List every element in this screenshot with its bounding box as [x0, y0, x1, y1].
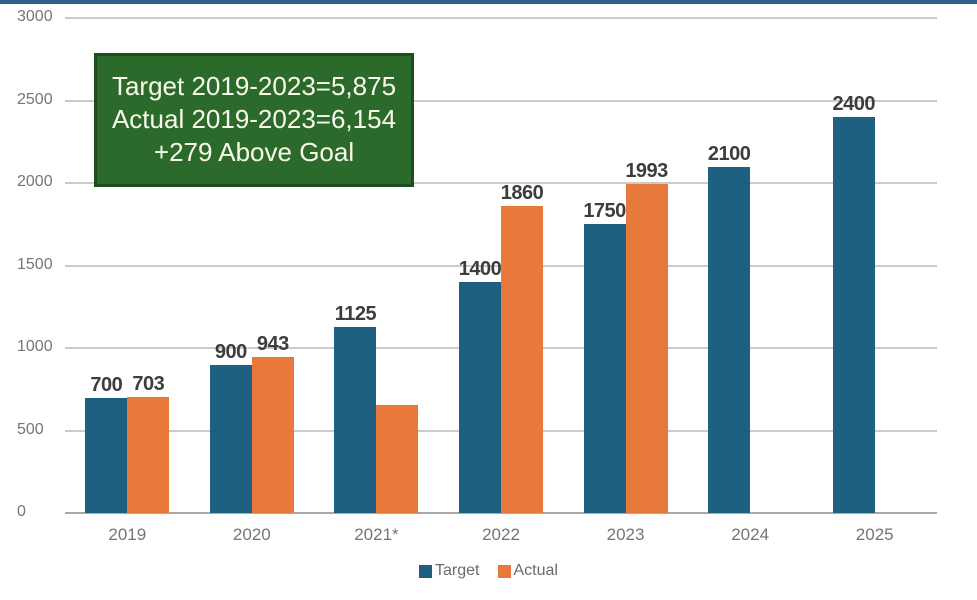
x-axis-tick-label: 2019 [108, 525, 147, 544]
x-axis-baseline [65, 512, 937, 514]
legend-label-actual: Actual [513, 562, 558, 579]
actual-bar-2021 [376, 404, 419, 513]
target-bar-2025 [832, 117, 875, 513]
annotation-box: Target 2019-2023=5,875 Actual 2019-2023=… [94, 53, 414, 187]
y-axis-tick-label: 2000 [17, 173, 53, 190]
actual-bar-2019 [127, 397, 170, 513]
y-axis-tick-label: 3000 [17, 8, 53, 25]
actual-swatch-icon [497, 564, 511, 578]
x-axis-tick-label: 2024 [731, 525, 770, 544]
target-value-label: 2100 [707, 142, 751, 165]
x-axis-tick-label: 2020 [232, 525, 271, 544]
gridline [65, 99, 937, 102]
actual-value-label: 943 [256, 333, 289, 356]
actual-bar-2020 [251, 357, 294, 513]
y-axis-tick-label: 500 [17, 420, 44, 438]
target-bar-2021 [334, 327, 377, 513]
annotation-line-actual-total: Actual 2019-2023=6,154 [111, 104, 397, 134]
top-border-line [0, 0, 977, 4]
actual-bar-2022 [501, 206, 543, 513]
x-axis-tick-label: 2021* [354, 525, 399, 544]
actual-value-label: 1860 [500, 182, 544, 205]
annotation-line-above-goal: +279 Above Goal [153, 137, 355, 167]
legend: Target Actual [0, 562, 977, 580]
target-value-label: 1125 [334, 303, 377, 326]
x-axis-tick-label: 2022 [482, 525, 520, 544]
actual-value-label: 1993 [625, 160, 668, 183]
x-axis-tick-label: 2023 [606, 525, 645, 544]
target-bar-2024 [708, 166, 751, 513]
actual-value-label: 703 [132, 373, 165, 395]
target-bar-2023 [583, 224, 626, 513]
annotation-line-target-total: Target 2019-2023=5,875 [111, 71, 397, 101]
legend-item-target: Target [419, 562, 480, 580]
y-axis-tick-label: 0 [17, 503, 26, 520]
target-swatch-icon [419, 564, 433, 578]
target-value-label: 700 [90, 373, 123, 396]
y-axis-tick-label: 1000 [17, 338, 53, 355]
actual-bar-2023 [625, 184, 668, 513]
legend-label-target: Target [435, 562, 480, 579]
target-bar-2022 [459, 282, 501, 513]
gridline [65, 17, 937, 19]
y-axis-tick-label: 2500 [17, 90, 53, 108]
gridline [65, 182, 937, 184]
target-bar-2020 [209, 364, 252, 513]
legend-item-actual: Actual [497, 562, 558, 580]
x-axis-tick-label: 2025 [855, 525, 894, 544]
y-axis-tick-label: 1500 [17, 255, 53, 273]
target-bar-2019 [85, 397, 128, 513]
target-value-label: 2400 [832, 93, 875, 115]
